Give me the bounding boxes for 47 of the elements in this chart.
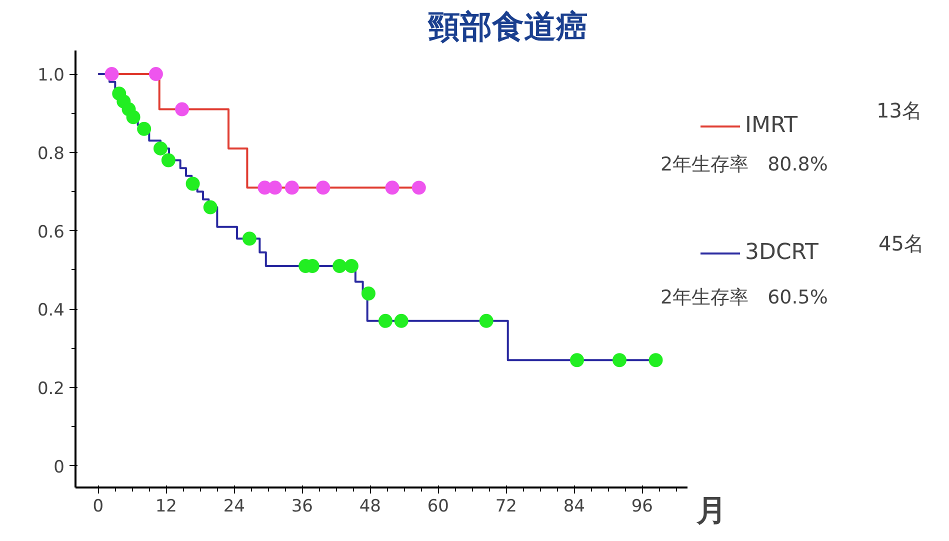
x-tick-label: 96 [631,496,653,516]
point [154,141,168,156]
point [344,259,358,274]
chart-title: 頸部食道癌 [427,8,588,46]
x-axis-title: 月 [696,494,726,528]
point [612,353,626,368]
point [394,314,408,328]
point [203,200,218,214]
x-tick-label: 60 [427,496,449,516]
point [570,353,584,368]
x-tick-label: 24 [223,496,245,516]
point [648,353,663,368]
legend-label: IMRT [745,113,798,138]
x-tick-label: 36 [291,496,313,516]
y-tick-label: 0.8 [37,144,65,164]
point [104,67,119,82]
x-tick-label: 48 [359,496,381,516]
point [316,180,330,195]
point [412,180,426,195]
point [137,122,152,136]
point [242,232,256,246]
point [479,314,494,328]
point [268,180,282,195]
point [284,180,299,195]
point [361,286,376,300]
y-tick-label: 1.0 [37,66,65,86]
x-tick-label: 12 [155,496,177,516]
annotation: 2年生存率 60.5% [660,286,828,308]
point [148,67,163,82]
y-tick-label: 0.6 [37,222,65,242]
y-tick-label: 0.2 [37,379,65,400]
x-tick-label: 72 [495,496,517,516]
point [175,102,190,116]
point [385,180,400,195]
legend-label: 3DCRT [745,240,818,265]
point [161,153,176,168]
text: 13名 [876,98,922,122]
x-tick-label: 84 [563,496,585,516]
point [186,176,200,191]
y-tick-label: 0 [54,457,65,478]
text: 45名 [878,232,924,256]
x-tick-label: 0 [92,496,104,516]
point [378,314,392,328]
annotation: 2年生存率 80.8% [660,154,828,176]
point [126,110,140,124]
point [332,259,347,274]
y-tick-label: 0.4 [37,300,65,321]
